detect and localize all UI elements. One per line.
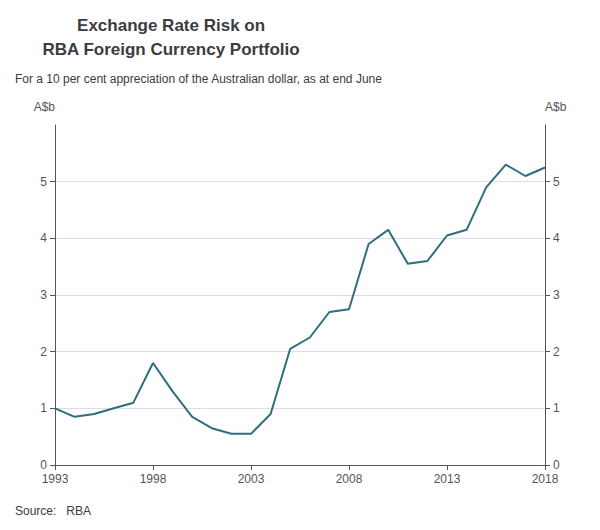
svg-text:For a 10 per cent appreciation: For a 10 per cent appreciation of the Au… — [15, 72, 382, 86]
svg-text:4: 4 — [553, 231, 560, 245]
svg-text:0: 0 — [40, 458, 47, 472]
svg-text:2013: 2013 — [434, 472, 461, 486]
svg-text:Exchange Rate Risk on: Exchange Rate Risk on — [77, 16, 265, 35]
svg-text:3: 3 — [553, 288, 560, 302]
svg-text:A$b: A$b — [545, 100, 567, 114]
svg-text:A$b: A$b — [34, 100, 56, 114]
svg-text:1993: 1993 — [42, 472, 69, 486]
svg-text:4: 4 — [40, 231, 47, 245]
svg-text:1998: 1998 — [140, 472, 167, 486]
svg-text:5: 5 — [40, 175, 47, 189]
svg-text:5: 5 — [553, 175, 560, 189]
svg-text:2018: 2018 — [532, 472, 559, 486]
svg-text:2: 2 — [553, 345, 560, 359]
svg-text:3: 3 — [40, 288, 47, 302]
svg-text:2003: 2003 — [238, 472, 265, 486]
svg-text:Source: RBA: Source: RBA — [15, 504, 91, 518]
svg-text:2008: 2008 — [336, 472, 363, 486]
svg-text:2: 2 — [40, 345, 47, 359]
svg-text:0: 0 — [553, 458, 560, 472]
svg-text:1: 1 — [40, 401, 47, 415]
svg-text:RBA Foreign Currency Portfolio: RBA Foreign Currency Portfolio — [42, 40, 299, 59]
svg-text:1: 1 — [553, 401, 560, 415]
